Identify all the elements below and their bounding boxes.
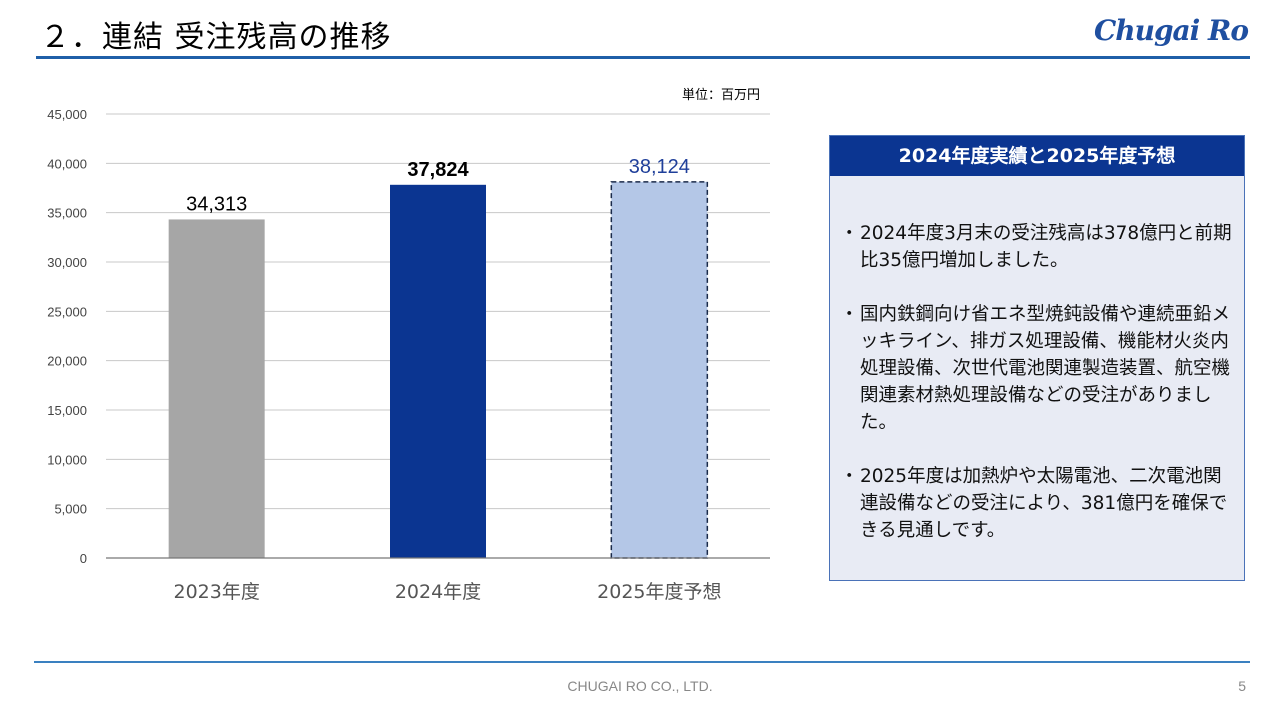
bar-value-label: 37,824 — [407, 159, 469, 181]
summary-panel-title: 2024年度実績と2025年度予想 — [830, 136, 1244, 176]
x-category-label: 2023年度 — [173, 581, 259, 603]
page-number: 5 — [1238, 678, 1246, 694]
bar-value-label: 34,313 — [186, 193, 247, 215]
summary-panel-body: 2024年度3月末の受注残高は378億円と前期比35億円増加しました。 国内鉄鋼… — [830, 176, 1244, 544]
summary-bullet-2: 国内鉄鋼向け省エネ型焼鈍設備や連続亜鉛メッキライン、排ガス処理設備、機能材火炎内… — [840, 301, 1234, 436]
bar — [390, 184, 486, 558]
y-tick-label: 5,000 — [54, 502, 87, 517]
header-divider — [36, 56, 1250, 59]
y-tick-label: 35,000 — [47, 206, 87, 221]
bar — [168, 219, 265, 558]
y-tick-label: 40,000 — [47, 156, 87, 171]
chart-unit-label: 単位：百万円 — [682, 88, 761, 103]
summary-panel: 2024年度実績と2025年度予想 2024年度3月末の受注残高は378億円と前… — [829, 135, 1245, 581]
x-category-label: 2025年度予想 — [597, 581, 721, 603]
summary-bullet-1: 2024年度3月末の受注残高は378億円と前期比35億円増加しました。 — [840, 220, 1234, 274]
x-category-label: 2024年度 — [395, 581, 481, 603]
y-tick-label: 30,000 — [47, 255, 87, 270]
bar — [610, 181, 709, 559]
footer-divider — [34, 661, 1250, 663]
y-tick-label: 45,000 — [47, 107, 87, 122]
company-logo: Chugai Ro — [1093, 14, 1249, 47]
y-tick-label: 0 — [80, 551, 87, 566]
page-title: ２．連結 受注残高の推移 — [40, 20, 392, 55]
y-tick-label: 15,000 — [47, 403, 87, 418]
y-tick-label: 25,000 — [47, 304, 87, 319]
order-backlog-chart: 0 5,000 10,000 15,000 20,000 25,000 30,000 35,0… — [47, 107, 770, 603]
footer-company: CHUGAI RO CO., LTD. — [567, 678, 713, 694]
y-tick-label: 20,000 — [47, 354, 87, 369]
y-tick-label: 10,000 — [47, 452, 87, 467]
summary-bullet-3: 2025年度は加熱炉や太陽電池、二次電池関連設備などの受注により、381億円を確… — [840, 463, 1234, 544]
bar-value-label: 38,124 — [629, 156, 690, 178]
